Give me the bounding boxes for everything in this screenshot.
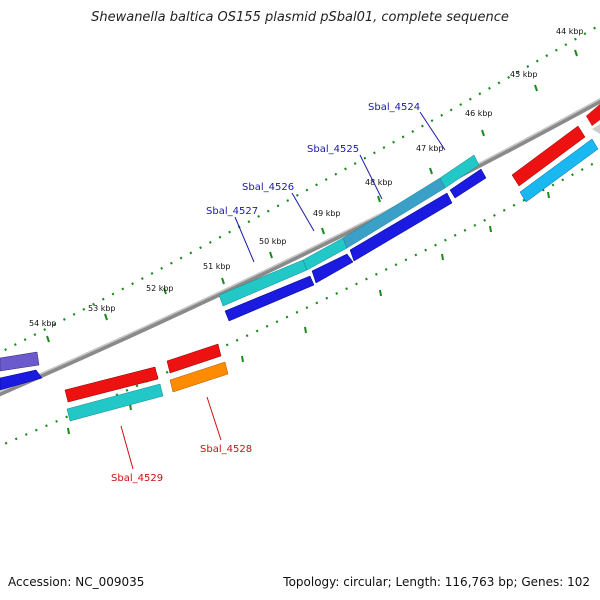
gene-sky-right[interactable] <box>519 138 599 203</box>
tick-label-45: 45 kbp <box>510 70 538 79</box>
leader-sbal-4528 <box>206 396 222 441</box>
gene-blue-2[interactable] <box>311 253 354 284</box>
label-sbal-4527: Sbal_4527 <box>206 206 258 217</box>
accession-info: Accession: NC_009035 <box>8 575 145 589</box>
tick-label-52: 52 kbp <box>146 284 174 293</box>
gene-red-mid[interactable] <box>166 343 222 374</box>
leader-sbal-4524 <box>419 111 446 151</box>
sequence-stats: Topology: circular; Length: 116,763 bp; … <box>283 575 590 589</box>
gene-sbal-4524[interactable] <box>439 154 480 189</box>
gene-red-right[interactable] <box>511 125 586 187</box>
leader-sbal-4526 <box>291 192 315 232</box>
gene-blue-3[interactable] <box>349 192 453 262</box>
leader-sbal-4529 <box>120 425 134 470</box>
tick-label-53: 53 kbp <box>88 304 116 313</box>
label-lines <box>120 111 446 470</box>
gene-sbal-4528[interactable] <box>169 361 229 393</box>
plasmid-backbone <box>0 98 600 397</box>
label-sbal-4528: Sbal_4528 <box>200 444 252 455</box>
gene-purple-left[interactable] <box>0 351 40 372</box>
map-title: Shewanella baltica OS155 plasmid pSbal01… <box>91 10 509 25</box>
gene-blue-4[interactable] <box>449 168 487 199</box>
tick-label-46: 46 kbp <box>465 109 493 118</box>
tick-label-54: 54 kbp <box>29 319 57 328</box>
gene-red-right-edge[interactable] <box>586 104 600 126</box>
gene-sbal-4529[interactable] <box>66 383 164 422</box>
label-sbal-4524: Sbal_4524 <box>368 102 420 113</box>
tick-label-47: 47 kbp <box>416 144 444 153</box>
major-ticks <box>46 49 578 435</box>
tick-label-51: 51 kbp <box>203 262 231 271</box>
leader-sbal-4525 <box>359 154 383 200</box>
tick-label-48: 48 kbp <box>365 178 393 187</box>
plasmid-backbone-highlight <box>0 98 600 393</box>
gene-sbal-4529-red[interactable] <box>64 366 159 403</box>
label-sbal-4526: Sbal_4526 <box>242 182 294 193</box>
tick-label-50: 50 kbp <box>259 237 287 246</box>
label-sbal-4525: Sbal_4525 <box>307 144 359 155</box>
blue-genes <box>224 168 487 322</box>
tick-label-44: 44 kbp <box>556 27 584 36</box>
leader-sbal-4527 <box>234 216 255 263</box>
label-sbal-4529: Sbal_4529 <box>111 473 163 484</box>
gene-grey-right[interactable] <box>592 124 600 134</box>
forward-genes <box>218 154 480 307</box>
tick-label-49: 49 kbp <box>313 209 341 218</box>
gene-blue-1[interactable] <box>224 275 315 322</box>
gene-blue-left[interactable] <box>0 369 43 391</box>
